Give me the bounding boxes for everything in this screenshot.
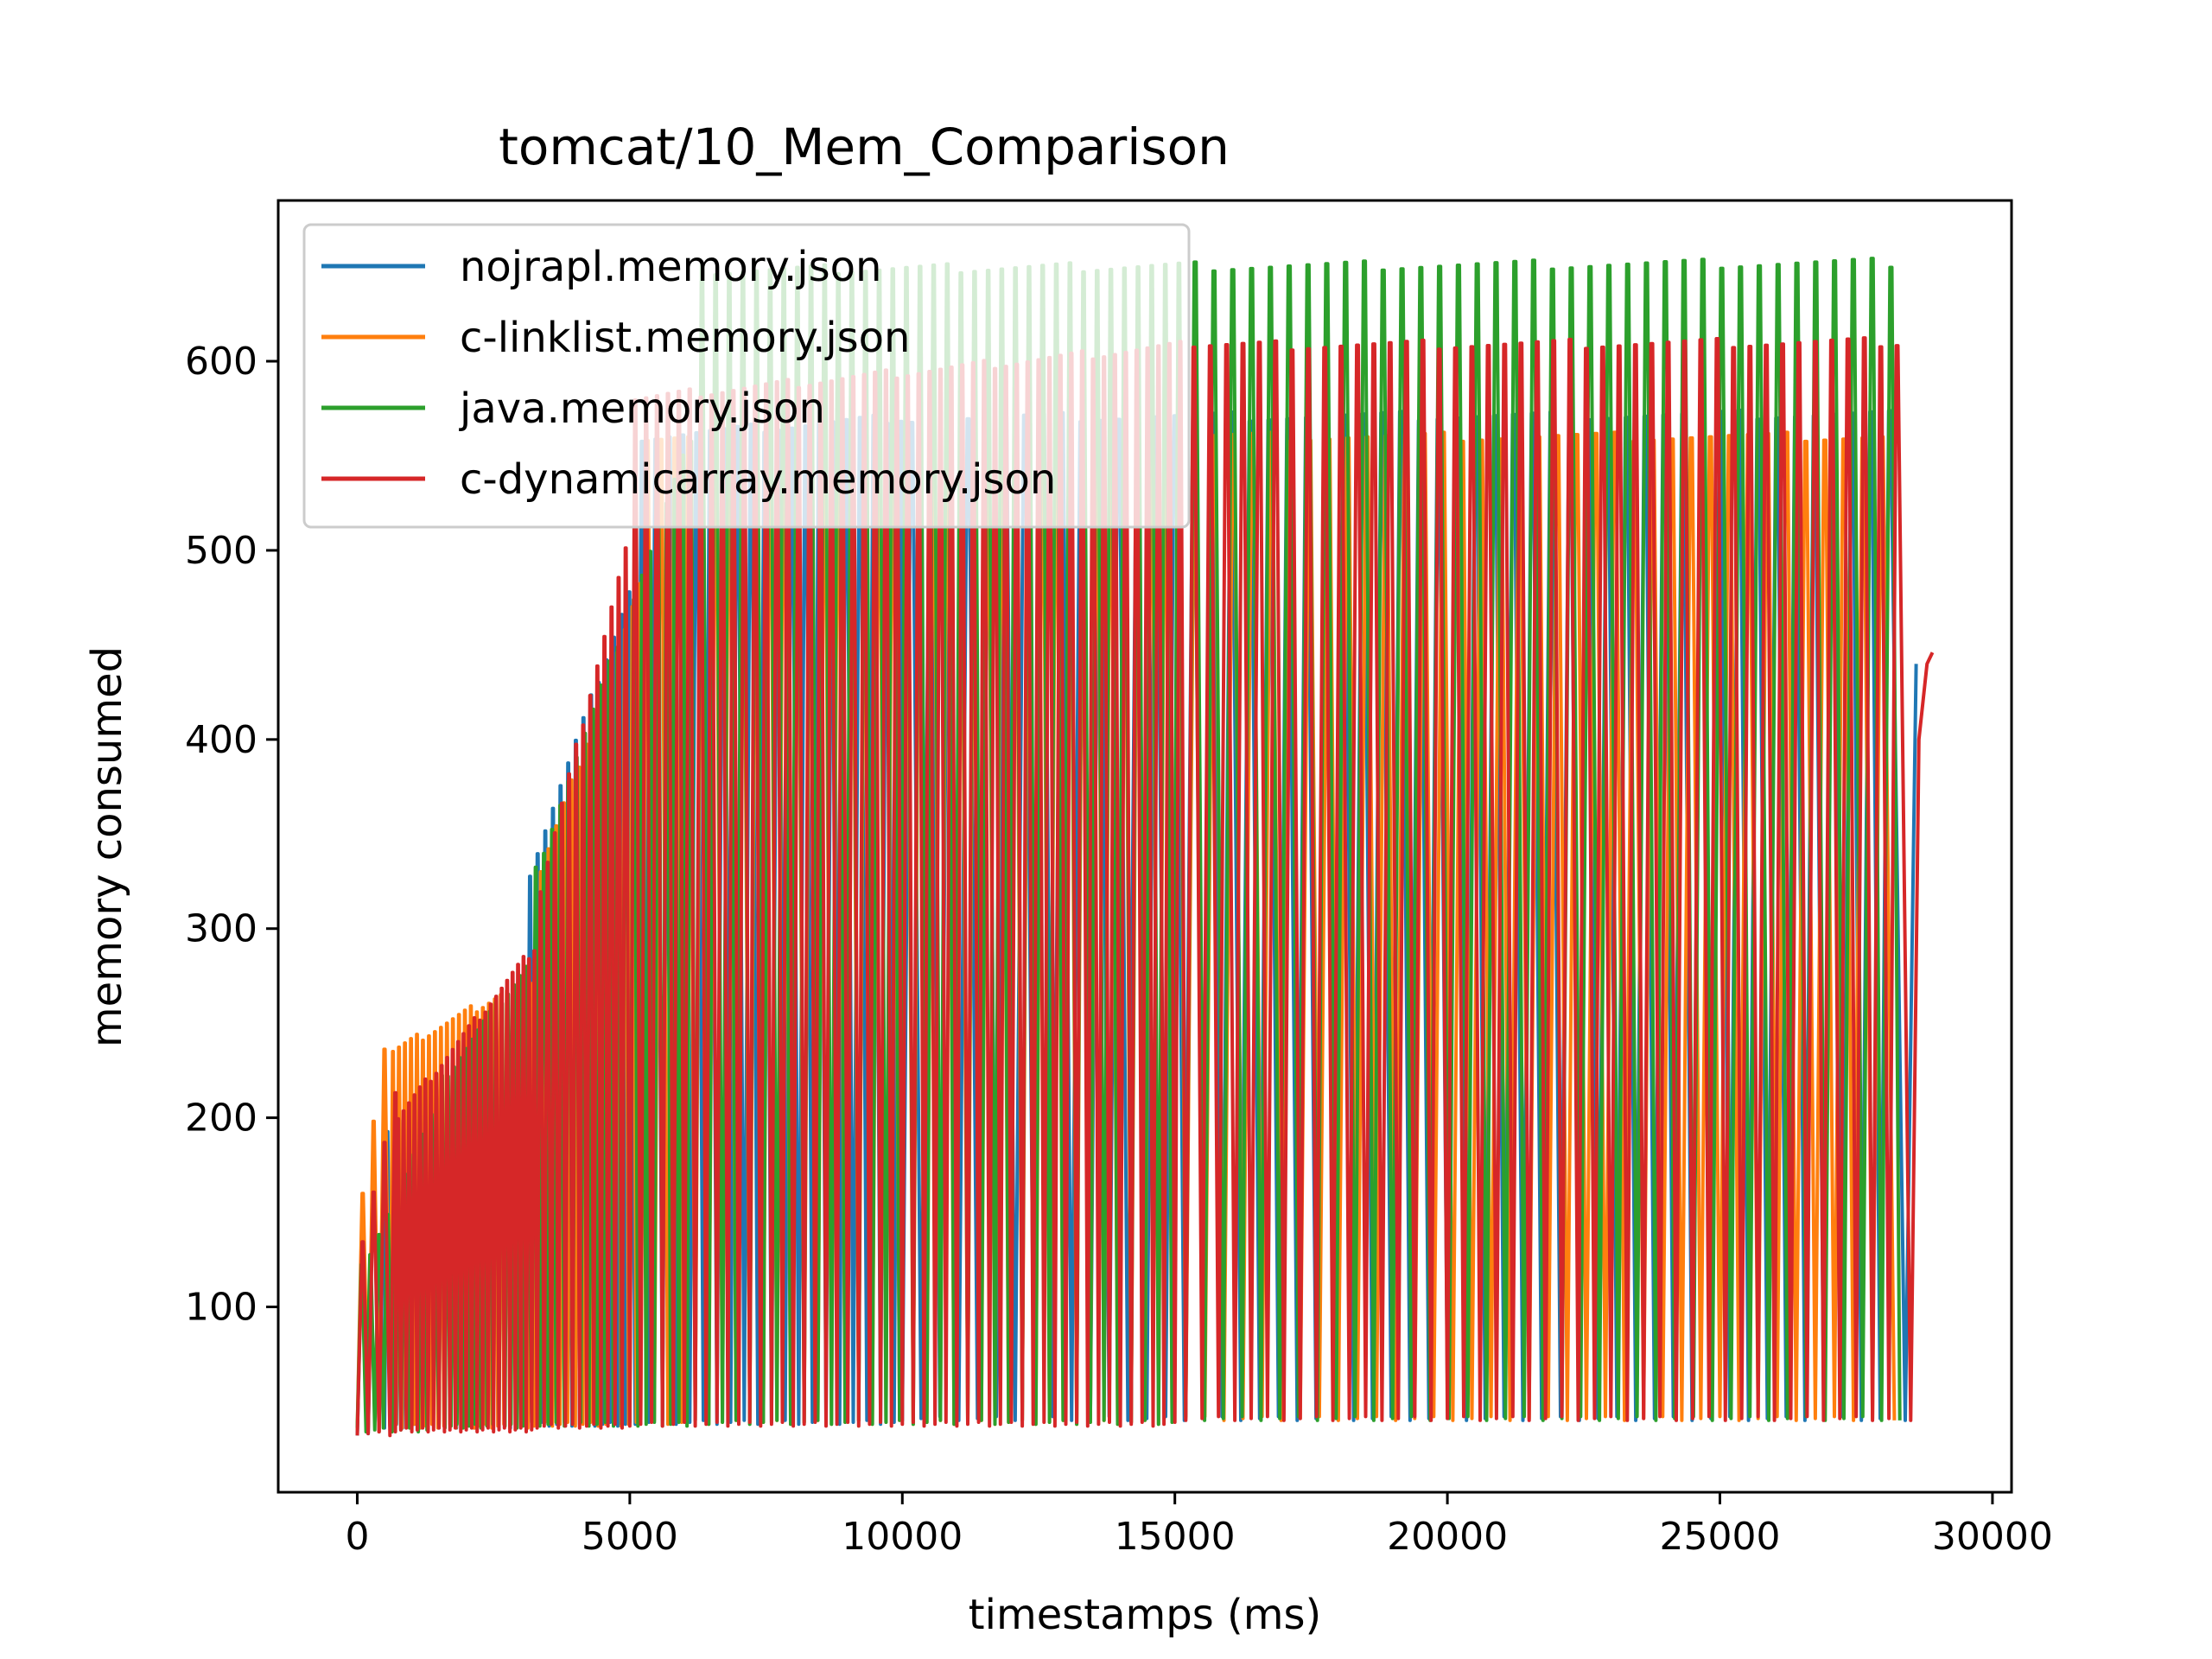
chart-title: tomcat/10_Mem_Comparison	[499, 118, 1230, 176]
x-axis-title: timestamps (ms)	[969, 1591, 1321, 1639]
legend-box	[302, 223, 1191, 529]
y-tick-label: 100	[185, 1285, 257, 1329]
x-tick-label: 5000	[582, 1515, 678, 1559]
legend-label: c-dynamicarray.memory.json	[460, 455, 1056, 504]
legend-label: java.memory.json	[459, 385, 825, 433]
x-tick-label: 15000	[1115, 1515, 1236, 1559]
legend: nojrapl.memory.json c-linklist.memory.jso…	[302, 223, 1191, 529]
x-tick-label: 0	[345, 1515, 369, 1559]
x-tick-label: 25000	[1660, 1515, 1781, 1559]
y-axis-title: memory consumed	[83, 646, 131, 1047]
legend-label: nojrapl.memory.json	[460, 243, 881, 291]
x-tick-label: 30000	[1932, 1515, 2053, 1559]
y-tick-label: 600	[185, 340, 257, 384]
y-tick-label: 500	[185, 529, 257, 573]
legend-label: c-linklist.memory.json	[460, 314, 910, 362]
x-axis: 0 5000 10000 15000 20000 25000 30000	[345, 1492, 2053, 1559]
y-tick-label: 200	[185, 1096, 257, 1141]
y-tick-label: 300	[185, 907, 257, 951]
y-axis: 100 200 300 400 500 600	[185, 340, 278, 1329]
plot-frame	[276, 199, 2013, 1494]
x-tick-label: 20000	[1387, 1515, 1508, 1559]
y-tick-label: 400	[185, 718, 257, 762]
x-tick-label: 10000	[842, 1515, 963, 1559]
